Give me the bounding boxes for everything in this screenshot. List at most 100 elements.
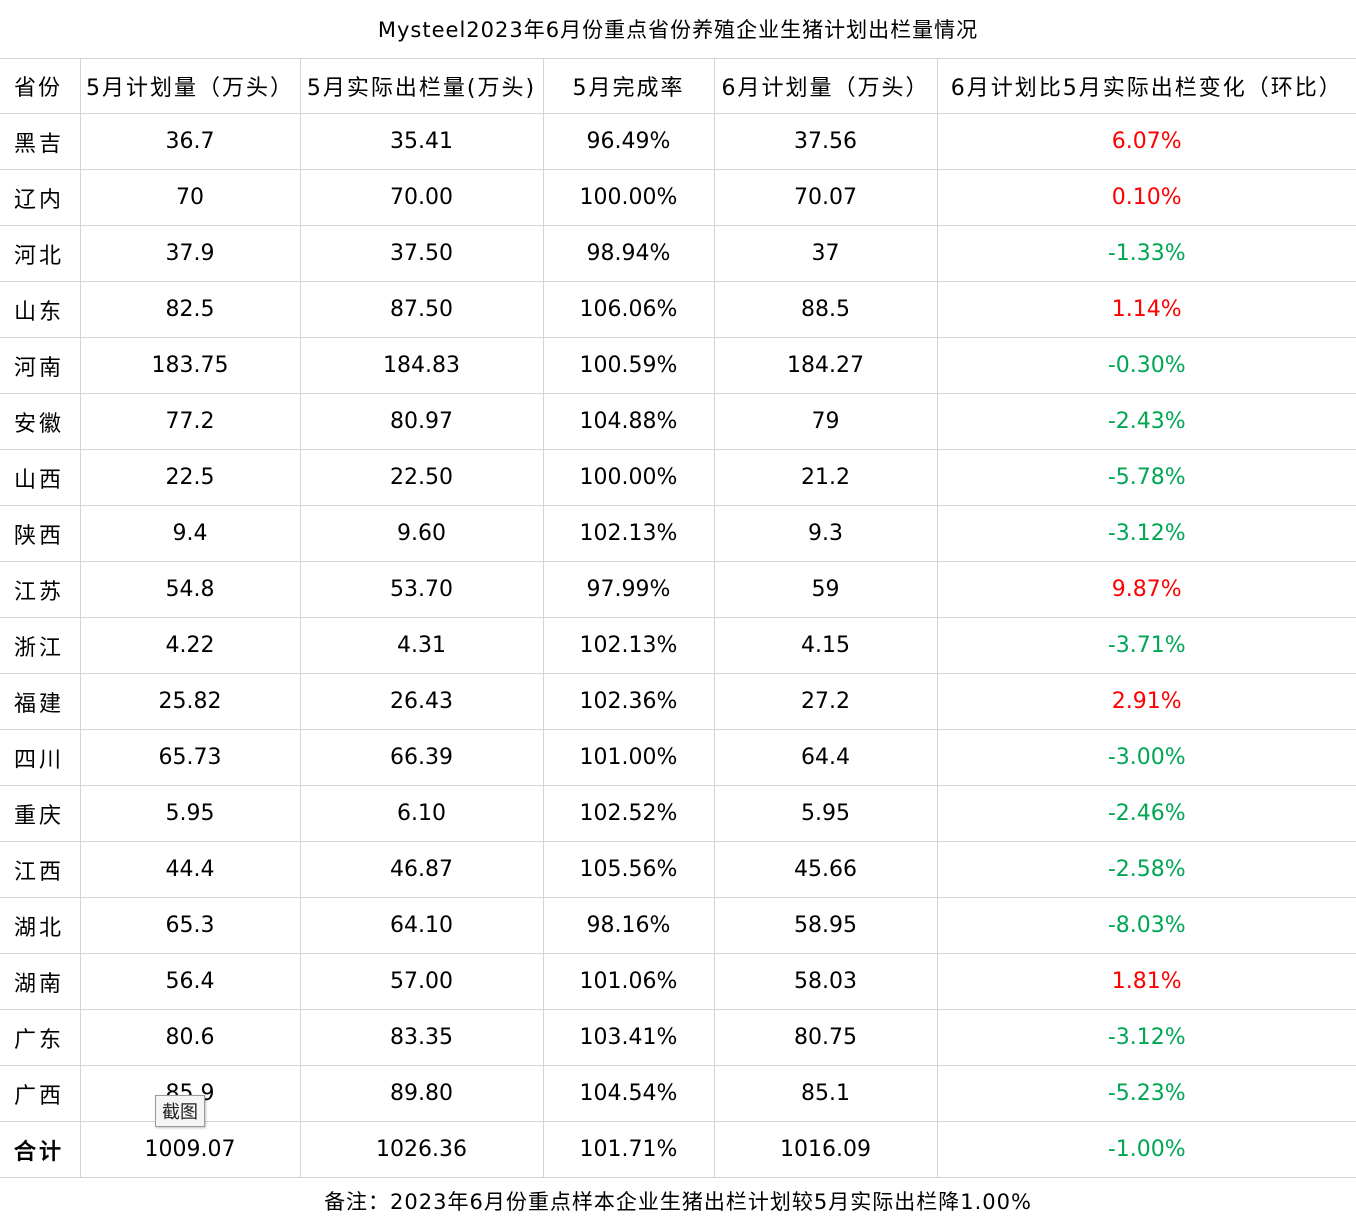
- table-row: 重庆 5.95 6.10 102.52% 5.95 -2.46%: [0, 785, 1356, 842]
- jun-plan-cell: 184.27: [714, 337, 938, 394]
- may-plan-cell: 37.9: [80, 225, 301, 282]
- province-cell: 陕西: [0, 505, 81, 562]
- change-cell: -5.78%: [937, 449, 1356, 506]
- jun-plan-cell: 59: [714, 561, 938, 618]
- may-rate-cell: 98.94%: [543, 225, 715, 282]
- province-cell: 湖北: [0, 897, 81, 954]
- jun-plan-cell: 88.5: [714, 281, 938, 338]
- table-row: 河北 37.9 37.50 98.94% 37 -1.33%: [0, 225, 1356, 282]
- may-plan-cell: 54.8: [80, 561, 301, 618]
- jun-plan-cell: 4.15: [714, 617, 938, 674]
- table-row: 黑吉 36.7 35.41 96.49% 37.56 6.07%: [0, 113, 1356, 170]
- may-actual-cell: 22.50: [300, 449, 544, 506]
- may-actual-cell: 66.39: [300, 729, 544, 786]
- province-cell: 山东: [0, 281, 81, 338]
- table-row: 陕西 9.4 9.60 102.13% 9.3 -3.12%: [0, 505, 1356, 562]
- may-actual-cell: 26.43: [300, 673, 544, 730]
- jun-plan-cell: 64.4: [714, 729, 938, 786]
- header-may-rate: 5月完成率: [543, 58, 715, 114]
- may-actual-cell: 9.60: [300, 505, 544, 562]
- change-cell: -3.12%: [937, 1009, 1356, 1066]
- change-cell: -1.00%: [937, 1121, 1356, 1178]
- jun-plan-cell: 9.3: [714, 505, 938, 562]
- may-actual-cell: 6.10: [300, 785, 544, 842]
- may-rate-cell: 96.49%: [543, 113, 715, 170]
- change-cell: 1.81%: [937, 953, 1356, 1010]
- may-rate-cell: 101.00%: [543, 729, 715, 786]
- may-plan-cell: 56.4: [80, 953, 301, 1010]
- data-table: 省份 5月计划量（万头） 5月实际出栏量(万头) 5月完成率 6月计划量（万头）…: [0, 58, 1356, 1178]
- may-rate-cell: 104.88%: [543, 393, 715, 450]
- may-rate-cell: 106.06%: [543, 281, 715, 338]
- table-row: 浙江 4.22 4.31 102.13% 4.15 -3.71%: [0, 617, 1356, 674]
- table-row: 广西 85.9 89.80 104.54% 85.1 -5.23%: [0, 1065, 1356, 1122]
- may-plan-cell: 22.5: [80, 449, 301, 506]
- province-cell: 辽内: [0, 169, 81, 226]
- table-row: 安徽 77.2 80.97 104.88% 79 -2.43%: [0, 393, 1356, 450]
- footnote: 备注：2023年6月份重点样本企业生猪出栏计划较5月实际出栏降1.00%: [324, 1190, 1032, 1214]
- jun-plan-cell: 5.95: [714, 785, 938, 842]
- province-cell: 福建: [0, 673, 81, 730]
- jun-plan-cell: 1016.09: [714, 1121, 938, 1178]
- change-cell: -3.71%: [937, 617, 1356, 674]
- change-cell: 0.10%: [937, 169, 1356, 226]
- may-plan-cell: 5.95: [80, 785, 301, 842]
- may-rate-cell: 103.41%: [543, 1009, 715, 1066]
- table-row: 山西 22.5 22.50 100.00% 21.2 -5.78%: [0, 449, 1356, 506]
- jun-plan-cell: 45.66: [714, 841, 938, 898]
- table-title: Mysteel2023年6月份重点省份养殖企业生猪计划出栏量情况: [0, 0, 1356, 59]
- may-rate-cell: 100.59%: [543, 337, 715, 394]
- province-cell: 江西: [0, 841, 81, 898]
- may-rate-cell: 104.54%: [543, 1065, 715, 1122]
- table-row: 湖北 65.3 64.10 98.16% 58.95 -8.03%: [0, 897, 1356, 954]
- jun-plan-cell: 37.56: [714, 113, 938, 170]
- province-cell: 重庆: [0, 785, 81, 842]
- jun-plan-cell: 21.2: [714, 449, 938, 506]
- may-plan-cell: 4.22: [80, 617, 301, 674]
- screenshot-tooltip: 截图: [155, 1095, 205, 1127]
- may-plan-cell: 70: [80, 169, 301, 226]
- change-cell: -2.46%: [937, 785, 1356, 842]
- may-plan-cell: 80.6: [80, 1009, 301, 1066]
- province-cell: 广西: [0, 1065, 81, 1122]
- may-plan-cell: 36.7: [80, 113, 301, 170]
- may-rate-cell: 105.56%: [543, 841, 715, 898]
- may-actual-cell: 64.10: [300, 897, 544, 954]
- jun-plan-cell: 80.75: [714, 1009, 938, 1066]
- may-actual-cell: 89.80: [300, 1065, 544, 1122]
- table-row: 江苏 54.8 53.70 97.99% 59 9.87%: [0, 561, 1356, 618]
- may-plan-cell: 82.5: [80, 281, 301, 338]
- header-change: 6月计划比5月实际出栏变化（环比）: [937, 58, 1356, 114]
- table-row: 山东 82.5 87.50 106.06% 88.5 1.14%: [0, 281, 1356, 338]
- may-actual-cell: 70.00: [300, 169, 544, 226]
- may-rate-cell: 101.71%: [543, 1121, 715, 1178]
- total-row: 合计 1009.07 1026.36 101.71% 1016.09 -1.00%: [0, 1121, 1356, 1178]
- may-actual-cell: 4.31: [300, 617, 544, 674]
- may-actual-cell: 53.70: [300, 561, 544, 618]
- header-province: 省份: [0, 58, 81, 114]
- may-rate-cell: 101.06%: [543, 953, 715, 1010]
- province-cell: 安徽: [0, 393, 81, 450]
- jun-plan-cell: 70.07: [714, 169, 938, 226]
- province-cell: 黑吉: [0, 113, 81, 170]
- may-actual-cell: 1026.36: [300, 1121, 544, 1178]
- province-cell: 四川: [0, 729, 81, 786]
- change-cell: -8.03%: [937, 897, 1356, 954]
- may-plan-cell: 183.75: [80, 337, 301, 394]
- jun-plan-cell: 37: [714, 225, 938, 282]
- change-cell: -1.33%: [937, 225, 1356, 282]
- province-cell: 河南: [0, 337, 81, 394]
- may-plan-cell: 65.73: [80, 729, 301, 786]
- may-actual-cell: 184.83: [300, 337, 544, 394]
- may-actual-cell: 83.35: [300, 1009, 544, 1066]
- province-cell: 山西: [0, 449, 81, 506]
- change-cell: -3.12%: [937, 505, 1356, 562]
- table-row: 江西 44.4 46.87 105.56% 45.66 -2.58%: [0, 841, 1356, 898]
- change-cell: -2.43%: [937, 393, 1356, 450]
- may-rate-cell: 102.13%: [543, 617, 715, 674]
- jun-plan-cell: 79: [714, 393, 938, 450]
- may-actual-cell: 87.50: [300, 281, 544, 338]
- may-plan-cell: 65.3: [80, 897, 301, 954]
- table-row: 四川 65.73 66.39 101.00% 64.4 -3.00%: [0, 729, 1356, 786]
- change-cell: -3.00%: [937, 729, 1356, 786]
